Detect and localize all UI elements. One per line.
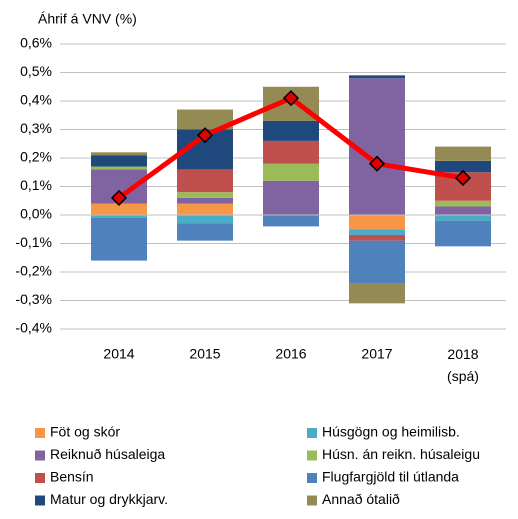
legend-swatch <box>307 428 317 438</box>
legend-swatch <box>35 428 45 438</box>
legend-label: Annað ótalið <box>322 491 400 507</box>
legend-label: Bensín <box>50 469 94 485</box>
bar-segment <box>349 215 405 230</box>
legend-label: Reiknuð húsaleiga <box>50 446 165 462</box>
line-marker <box>454 169 472 187</box>
bar-segment <box>263 163 319 181</box>
legend-label: Húsn. án reikn. húsaleigu <box>322 446 480 462</box>
bar-segment <box>263 120 319 141</box>
bar-segment <box>349 240 405 284</box>
y-tick-label: -0,3% <box>15 291 52 307</box>
legend-label: Föt og skór <box>50 424 120 440</box>
bar-segment <box>177 197 233 204</box>
y-tick-label: 0,5% <box>20 63 52 79</box>
bar-segment <box>177 223 233 241</box>
y-tick-label: 0,4% <box>20 92 52 108</box>
legend-swatch <box>35 450 45 461</box>
bar-segment <box>91 217 147 261</box>
line-marker <box>110 189 128 206</box>
line-marker <box>196 127 214 144</box>
bar-segment <box>177 192 233 198</box>
bar-segment <box>91 155 147 167</box>
bar-segment <box>349 229 405 235</box>
legend-swatch <box>307 473 317 483</box>
bar-segment <box>263 180 319 215</box>
y-tick-label: 0,3% <box>20 120 52 136</box>
x-tick-label: 2018 (spá) <box>447 346 479 384</box>
legend-label: Húsgögn og heimilisb. <box>322 424 460 440</box>
bar-segment <box>349 234 405 241</box>
bar-segment <box>91 166 147 170</box>
chart-title: Áhrif á VNV (%) <box>38 11 137 27</box>
bar-segment <box>435 215 491 221</box>
bar-segment <box>177 215 233 224</box>
y-tick-label: 0,0% <box>20 206 52 222</box>
y-tick-label: 0,2% <box>20 149 52 165</box>
bar-segment <box>435 206 491 215</box>
bar-segment <box>177 169 233 193</box>
bar-segment <box>349 75 405 79</box>
y-tick-label: -0,4% <box>15 320 52 336</box>
bar-segment <box>177 203 233 215</box>
bar-segment <box>435 146 491 161</box>
bar-segment <box>435 220 491 247</box>
legend-swatch <box>35 473 45 483</box>
bar-segment <box>91 215 147 218</box>
bar-segment <box>263 215 319 227</box>
y-tick-label: -0,1% <box>15 234 52 250</box>
y-tick-label: -0,2% <box>15 263 52 279</box>
line-marker <box>368 155 386 172</box>
x-tick-label: 2014 <box>103 346 134 362</box>
x-tick-label: 2016 <box>275 346 306 362</box>
bar-segment <box>263 140 319 164</box>
legend-swatch <box>307 495 317 506</box>
y-tick-label: 0,6% <box>20 35 52 51</box>
bar-segment <box>435 200 491 207</box>
bar-segment <box>91 203 147 215</box>
legend-swatch <box>307 450 317 461</box>
line-marker <box>282 90 300 107</box>
bar-segment <box>435 160 491 173</box>
x-tick-label: 2017 <box>361 346 392 362</box>
legend-label: Flugfargjöld til útlanda <box>322 469 459 485</box>
x-tick-label: 2015 <box>189 346 220 362</box>
bar-segment <box>91 152 147 156</box>
y-tick-label: 0,1% <box>20 177 52 193</box>
bar-segment <box>177 109 233 130</box>
legend-label: Matur og drykkjarv. <box>50 491 168 507</box>
legend-swatch <box>35 495 45 506</box>
bar-segment <box>349 283 405 304</box>
